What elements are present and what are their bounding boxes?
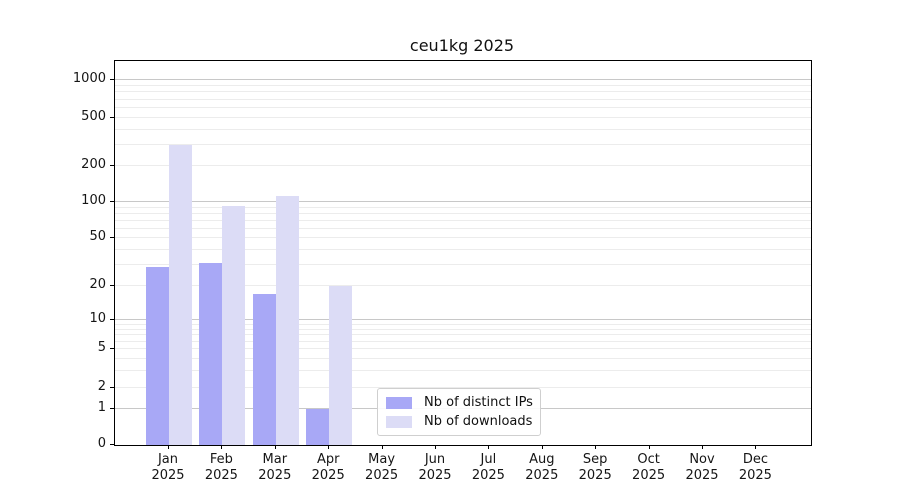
minor-gridline	[115, 348, 811, 349]
bar-downloads-jan	[169, 144, 192, 445]
y-tick-label: 1	[97, 400, 106, 416]
x-tick-mark	[648, 445, 650, 449]
minor-gridline	[115, 212, 811, 214]
minor-gridline	[115, 165, 811, 166]
x-tick-label: Sep 2025	[578, 452, 612, 483]
bar-distinct-ips-apr	[306, 409, 330, 445]
y-tick-mark	[110, 201, 114, 203]
minor-gridline	[115, 206, 811, 208]
x-tick-label: Jul 2025	[471, 452, 505, 483]
y-tick-label: 50	[89, 229, 106, 245]
bar-distinct-ips-feb	[199, 263, 223, 445]
y-tick-label: 10	[89, 311, 106, 327]
y-tick-label: 0	[97, 436, 106, 451]
y-tick-label: 20	[89, 276, 106, 292]
x-tick-mark	[328, 445, 330, 449]
y-tick-mark	[110, 319, 114, 321]
minor-gridline	[115, 84, 811, 86]
x-tick-label: Feb 2025	[204, 452, 238, 483]
minor-gridline	[115, 323, 811, 325]
x-tick-label: Dec 2025	[738, 452, 772, 483]
x-tick-mark	[435, 445, 436, 449]
x-tick-mark	[595, 445, 597, 449]
minor-gridline	[115, 91, 811, 93]
y-tick-mark	[110, 284, 114, 286]
y-tick-mark	[110, 237, 114, 239]
minor-gridline	[115, 227, 811, 229]
minor-gridline	[115, 387, 811, 389]
bar-downloads-apr	[329, 285, 353, 445]
y-tick-label: 2	[97, 379, 106, 395]
y-tick-mark	[110, 165, 114, 166]
chart-title: ceu1kg 2025	[409, 36, 515, 55]
minor-gridline	[115, 248, 811, 250]
x-tick-label: Jan 2025	[151, 452, 185, 483]
x-tick-mark	[755, 445, 757, 449]
major-gridline	[115, 201, 811, 203]
minor-gridline	[115, 237, 811, 239]
minor-gridline	[115, 117, 811, 118]
minor-gridline	[115, 284, 811, 286]
minor-gridline	[115, 128, 811, 130]
legend-row-distinct-ips: Nb of distinct IPs	[386, 395, 533, 410]
minor-gridline	[115, 369, 811, 371]
legend-label-downloads: Nb of downloads	[424, 414, 533, 429]
legend-row-downloads: Nb of downloads	[386, 414, 533, 429]
bar-downloads-feb	[222, 205, 246, 445]
legend: Nb of distinct IPs Nb of downloads	[377, 388, 541, 436]
y-tick-mark	[110, 387, 114, 389]
x-tick-label: Mar 2025	[258, 452, 292, 483]
bar-downloads-mar	[275, 195, 299, 445]
y-tick-mark	[110, 79, 114, 80]
legend-label-distinct-ips: Nb of distinct IPs	[424, 395, 533, 410]
bar-distinct-ips-mar	[252, 293, 276, 445]
x-tick-label: Apr 2025	[311, 452, 345, 483]
y-tick-label: 200	[81, 157, 106, 172]
x-tick-label: May 2025	[365, 452, 399, 483]
y-tick-mark	[110, 348, 114, 349]
x-tick-mark	[541, 445, 543, 449]
x-tick-mark	[381, 445, 383, 449]
x-tick-mark	[488, 445, 490, 449]
minor-gridline	[115, 219, 811, 221]
x-tick-mark	[274, 445, 276, 449]
minor-gridline	[115, 143, 811, 145]
y-tick-label: 1000	[72, 71, 106, 86]
y-tick-label: 5	[97, 340, 106, 355]
minor-gridline	[115, 98, 811, 100]
x-tick-label: Aug 2025	[525, 452, 559, 483]
x-tick-label: Jun 2025	[418, 452, 452, 483]
minor-gridline	[115, 334, 811, 336]
major-gridline	[115, 79, 811, 80]
y-tick-mark	[110, 444, 114, 445]
minor-gridline	[115, 107, 811, 108]
y-tick-mark	[110, 117, 114, 118]
x-tick-label: Oct 2025	[632, 452, 666, 483]
x-tick-mark	[168, 445, 169, 449]
legend-swatch-downloads	[386, 415, 412, 428]
x-tick-label: Nov 2025	[685, 452, 719, 483]
minor-gridline	[115, 357, 811, 359]
minor-gridline	[115, 340, 811, 342]
y-tick-label: 100	[81, 193, 106, 209]
major-gridline	[115, 319, 811, 321]
minor-gridline	[115, 328, 811, 330]
bar-distinct-ips-jan	[146, 266, 169, 445]
minor-gridline	[115, 263, 811, 265]
x-tick-mark	[221, 445, 223, 449]
y-tick-mark	[110, 408, 114, 410]
legend-swatch-distinct-ips	[386, 396, 412, 409]
x-tick-mark	[702, 445, 703, 449]
y-tick-label: 500	[81, 109, 106, 124]
